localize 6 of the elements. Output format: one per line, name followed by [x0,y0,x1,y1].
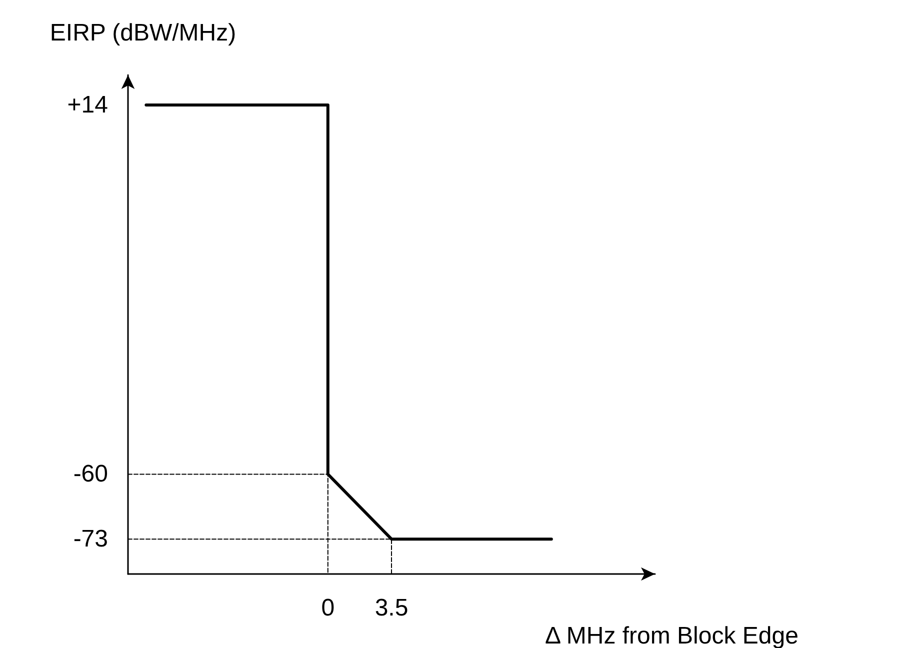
x-tick-label: 3.5 [374,594,408,622]
y-tick-label: -73 [73,526,108,553]
y-tick-label: +14 [67,91,108,118]
y-axis-title: EIRP (dBW/MHz) [50,20,236,46]
y-tick-label: -60 [73,460,108,488]
x-tick-label: 0 [321,594,335,622]
